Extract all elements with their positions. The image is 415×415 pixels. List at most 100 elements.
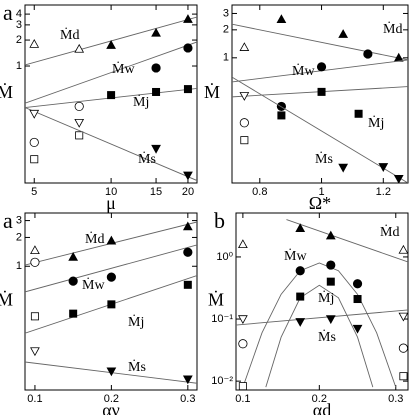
data-point [295,223,306,232]
y-tick-label: 1 [223,52,229,64]
data-point [151,63,161,73]
data-point [74,118,85,128]
data-point [182,221,193,231]
plot-area [25,14,197,181]
x-tick-label: 5 [31,186,37,198]
data-point [152,87,161,96]
data-point [183,43,193,53]
y-tick-label: 10⁰ [216,251,233,263]
series-label: Ṁj [133,94,149,110]
data-point [30,312,39,321]
x-tick-label: 15 [150,186,162,198]
y-axis-label: Ṁ [0,290,13,310]
data-point [316,62,327,72]
data-point [354,109,363,118]
data-point [68,276,78,286]
fit-line [286,219,408,263]
data-point [238,382,247,390]
data-point [29,38,40,48]
y-tick-label: 10⁻² [211,375,233,387]
series-label: Ṁw [112,61,135,77]
series-label: Ṁs [315,151,333,167]
series-label: Ṁj [318,290,334,306]
data-point [183,14,193,23]
y-tick-label: 4 [16,8,22,20]
series-label: Ṁj [368,115,384,131]
x-tick-label: 0.2 [312,393,327,405]
fit-line [25,41,197,104]
data-point [183,85,192,94]
data-point [106,272,116,282]
data-point [238,239,248,249]
series-label: Ṁd [380,224,399,240]
y-tick-label: 3 [16,214,22,226]
y-tick-label: 2 [16,231,22,243]
data-point [276,14,287,24]
series-label: Ṁs [128,359,146,375]
fit-line [236,309,408,326]
data-point [338,29,349,38]
x-tick-label: 0.3 [388,393,403,405]
series-label: Ṁw [82,277,105,293]
x-tick-label: 1 [318,186,324,198]
data-point [106,367,117,377]
data-point [106,40,116,49]
data-point [29,109,40,119]
data-point [183,280,192,289]
data-point [151,144,161,154]
y-tick-label: 3 [223,7,229,19]
data-point [295,318,306,327]
data-point [398,343,408,353]
data-point [183,247,193,257]
plot-frame [235,212,409,391]
x-axis-label: μ [106,193,116,213]
data-point [239,118,249,128]
data-point [183,171,193,181]
series-label: Ṁs [318,329,336,345]
x-axis-label: Ω* [309,193,331,213]
series-label: Ṁs [138,151,156,167]
data-point [326,277,335,286]
data-point [239,92,250,101]
fit-line [25,244,197,293]
fit-line [265,284,374,388]
data-point [296,292,305,301]
panel: 0.8 1 1.2 1 2 3 Ω* Ṁ Ṁd Ṁw Ṁj Ṁs [204,4,409,213]
fit-line [25,107,197,181]
y-tick-label: 1 [16,60,22,72]
y-axis-label: Ṁ [0,82,13,102]
series-label: Ṁj [128,314,144,330]
data-point [74,43,85,53]
series-label: Ṁw [284,248,307,264]
plot-area [232,14,408,183]
data-point [29,137,39,148]
panel: 0.1 0.2 0.3 10⁰ 10⁻¹ 10⁻² αd Ṁb Ṁd Ṁw Ṁj Ṁs [208,208,409,415]
series-label: Ṁd [85,231,104,247]
series-label: Ṁd [60,27,79,43]
data-point [325,230,336,240]
x-tick-label: 0.3 [180,393,195,405]
panel: 5 10 15 20 1 2 34 μ Ṁa Ṁd Ṁw Ṁj Ṁs [0,0,198,213]
data-point [352,279,363,289]
data-point [182,375,193,385]
data-point [325,315,336,325]
data-point [239,42,250,51]
plot-area [236,219,408,390]
fit-line [242,262,397,388]
y-tick-label: 3 [16,19,22,31]
data-point [338,163,349,173]
data-point [326,260,336,270]
data-point [295,266,305,276]
panel-label: a [3,208,13,233]
data-point [75,131,84,140]
panel-label: a [3,0,13,25]
data-point [30,347,40,357]
data-point [317,87,326,96]
data-point [106,235,117,245]
data-point [69,309,78,318]
data-point [363,49,373,59]
data-point [30,257,40,267]
data-point [238,315,248,325]
plot-frame [231,4,409,184]
